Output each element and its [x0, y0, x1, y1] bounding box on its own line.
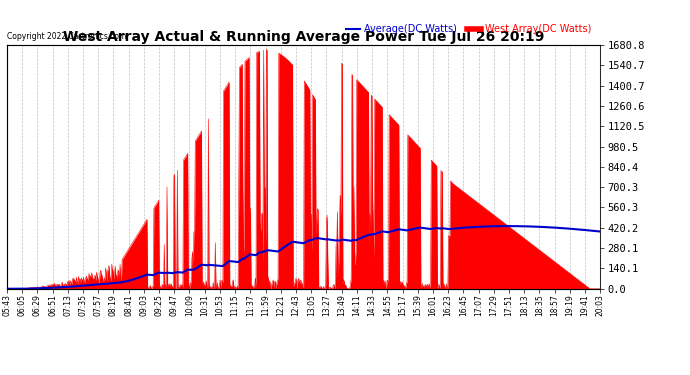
Text: Copyright 2022 Cartronics.com: Copyright 2022 Cartronics.com — [7, 32, 126, 40]
Title: West Array Actual & Running Average Power Tue Jul 26 20:19: West Array Actual & Running Average Powe… — [63, 30, 544, 44]
Legend: Average(DC Watts), West Array(DC Watts): Average(DC Watts), West Array(DC Watts) — [342, 21, 595, 38]
